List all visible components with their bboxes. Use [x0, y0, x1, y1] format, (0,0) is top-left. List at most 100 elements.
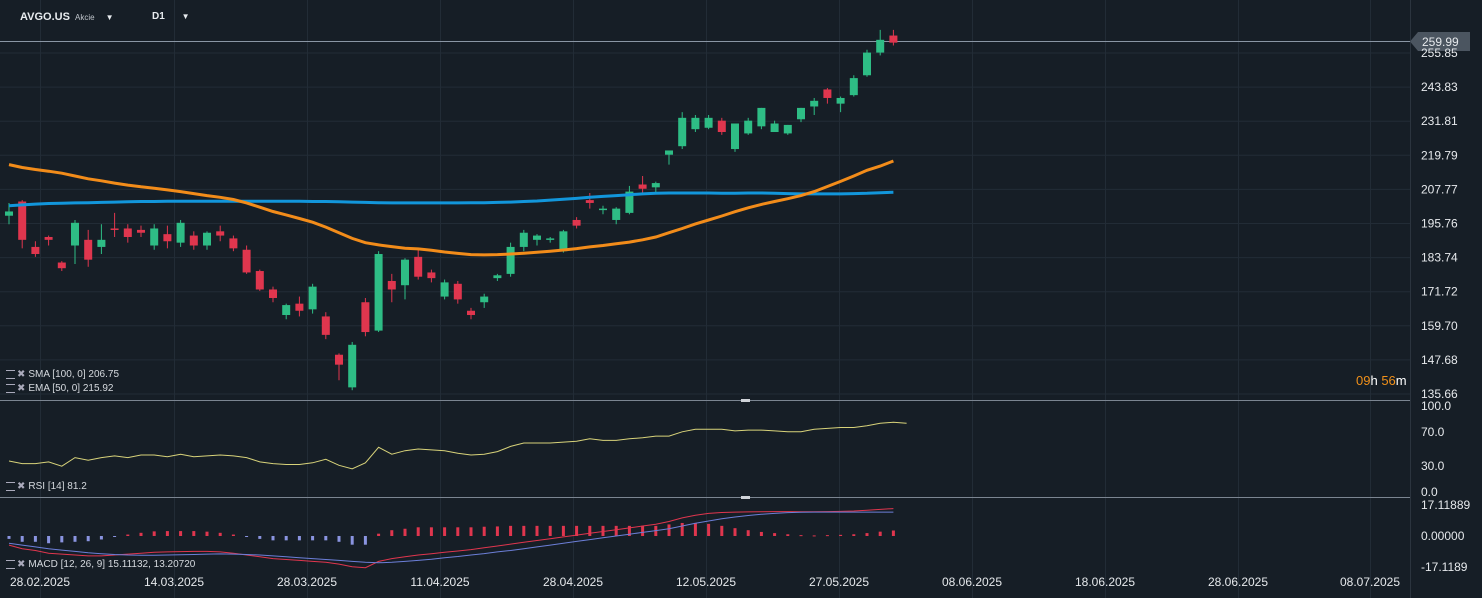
- ema-50-line: [8, 159, 894, 257]
- candle-up: [519, 232, 528, 247]
- rsi-axis[interactable]: 100.0 70.0 30.0 0.0: [1421, 399, 1451, 499]
- candle-up: [599, 208, 607, 211]
- candle-down: [638, 184, 647, 189]
- candle-down: [467, 310, 475, 316]
- macd-histogram-bar: [759, 531, 763, 536]
- macd-histogram-bar: [561, 525, 565, 536]
- macd-tick-label: 0.00000: [1421, 529, 1465, 543]
- close-icon[interactable]: ✖: [17, 383, 26, 394]
- candle-up: [348, 344, 357, 388]
- rsi-tick-label: 0.0: [1421, 485, 1438, 499]
- macd-histogram-bar: [588, 525, 592, 536]
- macd-histogram-bar: [113, 536, 117, 537]
- candle-up: [704, 117, 713, 128]
- macd-tick-label: 17.11889: [1421, 498, 1470, 512]
- macd-histogram-bar: [839, 534, 843, 536]
- candle-up: [374, 254, 383, 331]
- close-icon[interactable]: ✖: [17, 481, 26, 492]
- macd-histogram-bar: [350, 536, 354, 545]
- candle-up: [625, 191, 634, 213]
- settings-icon[interactable]: [6, 559, 15, 569]
- candle-countdown: 09h 56m: [1356, 373, 1407, 388]
- macd-histogram-bar: [416, 527, 420, 536]
- rsi-indicator-label[interactable]: ✖ RSI [14] 81.2: [6, 481, 87, 492]
- macd-histogram-bar: [245, 536, 249, 537]
- candle-down: [229, 238, 238, 249]
- macd-histogram-bar: [799, 535, 803, 537]
- candle-up: [506, 246, 515, 274]
- macd-histogram-bar: [179, 531, 183, 536]
- macd-histogram-bar: [627, 525, 631, 536]
- macd-histogram-bar: [456, 527, 460, 536]
- macd-histogram-bar: [139, 532, 143, 536]
- macd-histogram-bar: [680, 522, 684, 536]
- candle-down: [57, 262, 66, 269]
- price-axis[interactable]: 255.85 243.83 231.81 219.79 207.77 195.76 183.…: [1421, 46, 1458, 401]
- macd-indicator-label[interactable]: ✖ MACD [12, 26, 9] 15.11132, 13.20720: [6, 559, 195, 570]
- candle-up: [440, 282, 449, 297]
- candle-down: [84, 239, 93, 260]
- candle-up: [533, 235, 541, 240]
- pane-resize-handle[interactable]: [741, 496, 750, 499]
- macd-histogram-bar: [495, 526, 499, 536]
- macd-histogram-bar: [297, 536, 301, 541]
- price-tick-label: 255.85: [1421, 46, 1458, 60]
- candle-down: [163, 234, 172, 242]
- macd-histogram-bar: [377, 533, 381, 536]
- candle-down: [242, 249, 251, 273]
- macd-histogram-bar: [482, 526, 486, 536]
- date-tick-label: 12.05.2025: [676, 575, 736, 589]
- settings-icon[interactable]: [6, 383, 15, 393]
- date-tick-label: 28.03.2025: [277, 575, 337, 589]
- date-tick-label: 27.05.2025: [809, 575, 869, 589]
- candle-down: [137, 229, 145, 233]
- timeframe-selector[interactable]: D1 ▼: [152, 11, 190, 25]
- macd-histogram-bar: [60, 536, 64, 543]
- pane-resize-handle[interactable]: [741, 399, 750, 402]
- macd-histogram-bar: [324, 536, 328, 541]
- date-tick-label: 11.04.2025: [410, 575, 469, 589]
- candle-down: [335, 354, 343, 365]
- date-axis[interactable]: 28.02.2025 14.03.2025 28.03.2025 11.04.2025…: [10, 575, 1400, 589]
- date-tick-label: 18.06.2025: [1075, 575, 1135, 589]
- ema-indicator-label[interactable]: ✖ EMA [50, 0] 215.92: [6, 383, 113, 394]
- macd-histogram-bar: [363, 536, 367, 545]
- macd-histogram-bar: [825, 535, 829, 537]
- candle-down: [123, 228, 132, 237]
- macd-histogram-bar: [73, 536, 77, 542]
- candle-down: [414, 256, 423, 277]
- macd-histogram-bar: [205, 531, 209, 536]
- macd-histogram-bar: [667, 524, 671, 536]
- macd-histogram-bar: [535, 525, 539, 536]
- settings-icon[interactable]: [6, 481, 15, 491]
- candle-down: [18, 201, 27, 240]
- close-icon[interactable]: ✖: [17, 369, 26, 380]
- macd-tick-label: -17.1189: [1421, 560, 1468, 574]
- macd-histogram-bar: [271, 536, 275, 541]
- macd-histogram-bar: [865, 533, 869, 536]
- candle-down: [427, 272, 436, 279]
- candle-up: [5, 211, 13, 216]
- sma-indicator-label[interactable]: ✖ SMA [100, 0] 206.75: [6, 369, 119, 380]
- macd-histogram-bar: [509, 525, 513, 536]
- close-icon[interactable]: ✖: [17, 559, 26, 570]
- macd-histogram-bar: [99, 536, 103, 540]
- macd-histogram: [7, 522, 895, 545]
- candle-up: [401, 259, 409, 286]
- settings-icon[interactable]: [6, 369, 15, 379]
- macd-histogram-bar: [641, 525, 645, 536]
- date-tick-label: 14.03.2025: [144, 575, 204, 589]
- macd-axis[interactable]: 17.11889 0.00000 -17.1189: [1421, 498, 1470, 574]
- current-price-tag: 259.99: [1410, 32, 1470, 51]
- macd-histogram-bar: [522, 525, 526, 536]
- symbol-selector[interactable]: AVGO.US Akcie ▼: [20, 11, 114, 25]
- price-tick-label: 135.66: [1421, 387, 1458, 401]
- candle-up: [691, 117, 700, 130]
- candle-up: [150, 228, 159, 246]
- caret-down-icon: ▼: [105, 13, 114, 22]
- candle-up: [308, 286, 317, 310]
- macd-histogram-bar: [311, 536, 315, 541]
- macd-histogram-bar: [33, 536, 37, 542]
